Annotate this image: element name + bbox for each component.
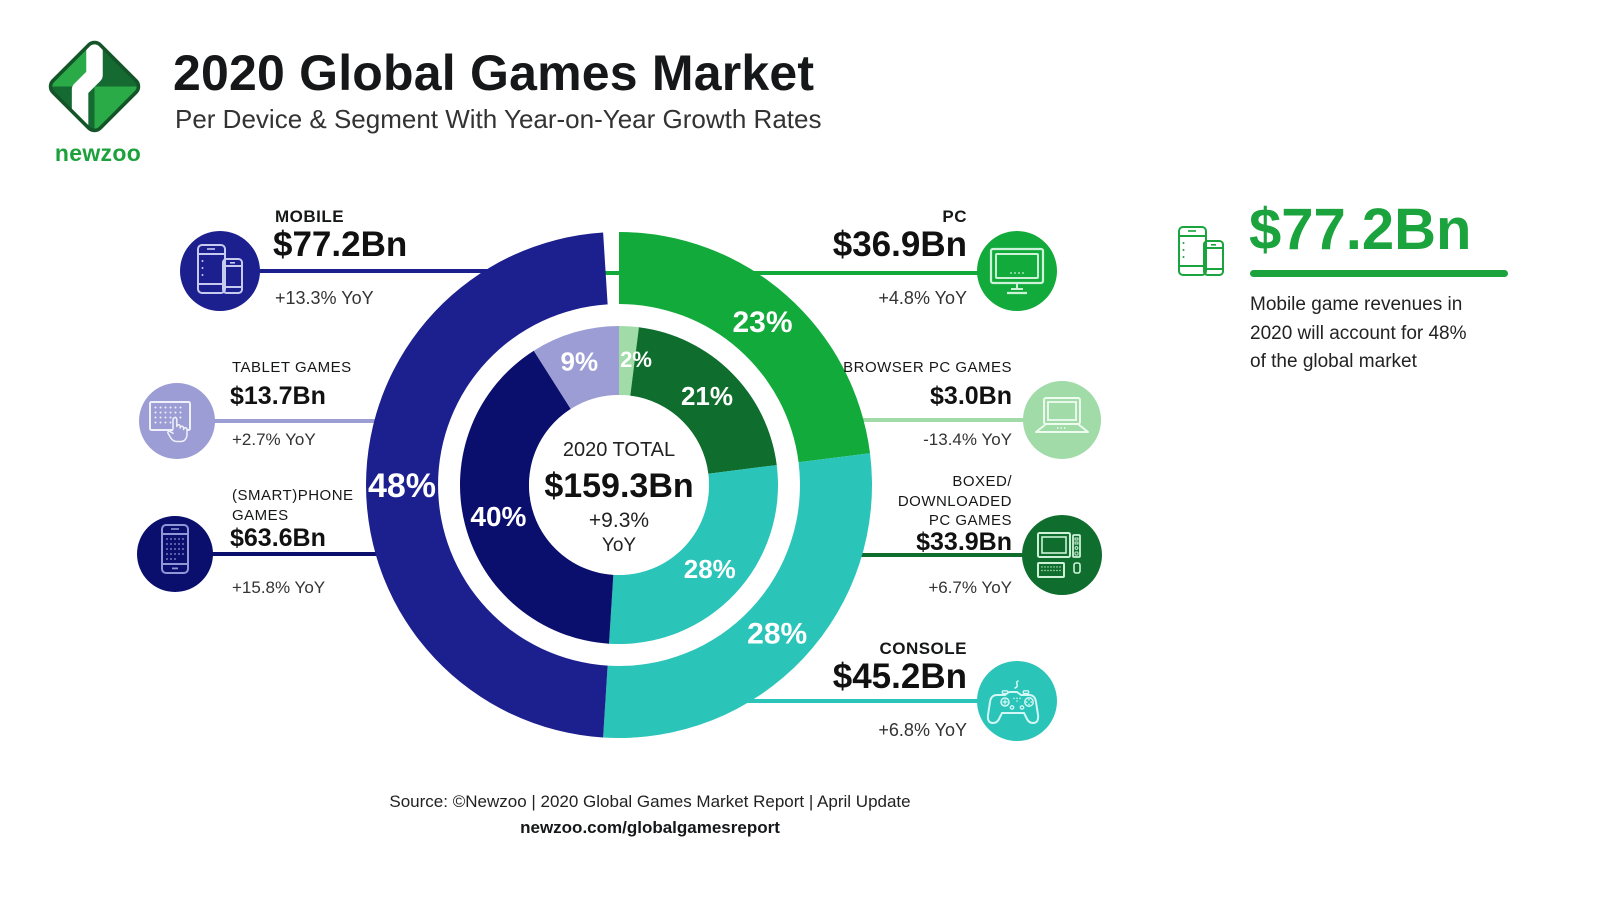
svg-text:40%: 40%: [470, 501, 526, 532]
svg-text:2%: 2%: [620, 347, 652, 372]
svg-text:23%: 23%: [732, 306, 792, 339]
svg-text:YoY: YoY: [602, 535, 636, 556]
svg-text:48%: 48%: [368, 467, 436, 505]
svg-text:$159.3Bn: $159.3Bn: [544, 467, 693, 505]
svg-text:9%: 9%: [561, 346, 599, 376]
svg-text:+9.3%: +9.3%: [589, 509, 649, 532]
